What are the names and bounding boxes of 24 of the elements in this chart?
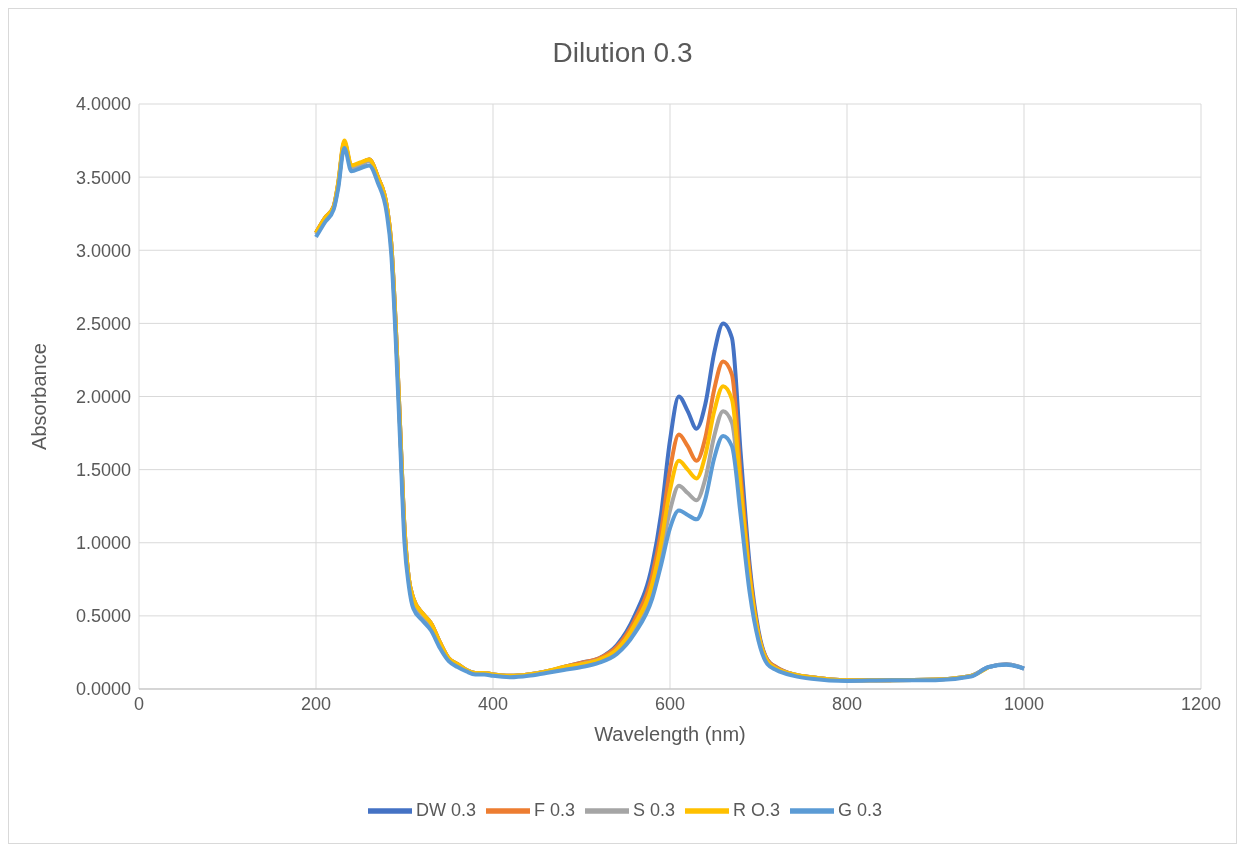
legend-label: S 0.3 [632, 799, 676, 820]
y-tick-label: 0.5000 [75, 606, 131, 627]
y-axis-title: Absorbance [28, 343, 51, 450]
y-tick-label: 1.0000 [75, 533, 131, 554]
x-tick-label: 1000 [1003, 693, 1045, 714]
y-tick-label: 4.0000 [75, 94, 131, 115]
legend-label: G 0.3 [838, 799, 883, 820]
chart-title: Dilution 0.3 [551, 37, 694, 69]
y-tick-label: 3.5000 [75, 167, 131, 188]
x-tick-label: 0 [133, 693, 145, 714]
x-tick-label: 600 [654, 693, 686, 714]
x-tick-label: 200 [300, 693, 332, 714]
y-tick-label: 3.0000 [75, 240, 131, 261]
legend-label: R O.3 [733, 799, 781, 820]
x-tick-label: 1200 [1180, 693, 1222, 714]
y-tick-label: 1.5000 [75, 460, 131, 481]
x-tick-label: 800 [831, 693, 863, 714]
legend-label: DW 0.3 [415, 799, 476, 820]
y-tick-label: 0.0000 [75, 679, 131, 700]
x-tick-label: 400 [477, 693, 509, 714]
legend-label: F 0.3 [533, 799, 575, 820]
y-tick-label: 2.5000 [75, 313, 131, 334]
y-tick-label: 2.0000 [75, 386, 131, 407]
x-axis-title: Wavelength (nm) [594, 723, 746, 745]
